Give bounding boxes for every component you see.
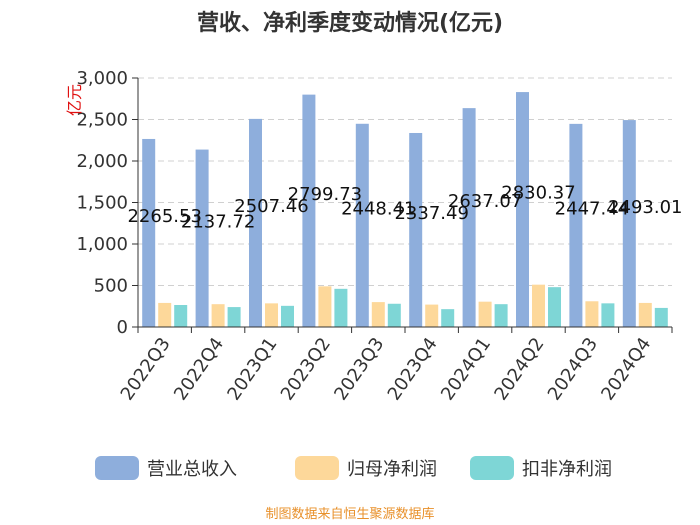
- y-unit-label: 亿元: [65, 84, 84, 116]
- y-tick-label: 500: [94, 276, 128, 297]
- data-label: 2799.73: [288, 184, 362, 205]
- legend-item[interactable]: 营业总收入: [95, 456, 237, 480]
- x-tick-label: 2024Q2: [490, 334, 548, 405]
- bar-3[interactable]: [654, 307, 668, 327]
- x-tick-label: 2023Q1: [223, 334, 281, 405]
- data-label: 2637.07: [448, 191, 522, 212]
- y-tick-label: 1,500: [76, 193, 128, 214]
- legend-label: 营业总收入: [147, 459, 237, 480]
- data-label: 2265.53: [127, 206, 201, 227]
- legend-label: 归母净利润: [347, 459, 437, 480]
- data-label: 2830.37: [501, 183, 575, 204]
- y-tick-label: 0: [117, 317, 128, 338]
- bar-1[interactable]: [195, 149, 209, 327]
- bars: [142, 92, 668, 328]
- legend-swatch: [95, 456, 139, 480]
- bar-1[interactable]: [409, 132, 423, 327]
- bar-1[interactable]: [355, 123, 369, 327]
- chart-title: 营收、净利季度变动情况(亿元): [197, 10, 503, 36]
- legend-swatch: [470, 456, 514, 480]
- grid: [138, 77, 672, 286]
- bar-1[interactable]: [302, 94, 316, 328]
- x-tick-label: 2024Q1: [437, 334, 495, 405]
- bar-3[interactable]: [174, 305, 188, 327]
- bar-3[interactable]: [387, 303, 401, 327]
- legend-item[interactable]: 归母净利润: [295, 456, 437, 480]
- x-tick-label: 2023Q4: [384, 334, 442, 405]
- bar-2[interactable]: [265, 303, 278, 327]
- y-axis: 0 500 1,000 1,500 2,000 2,500 3,000: [76, 68, 139, 338]
- bar-1[interactable]: [249, 118, 262, 327]
- bar-1[interactable]: [142, 138, 156, 327]
- y-tick-label: 1,000: [76, 234, 128, 255]
- x-tick-label: 2022Q3: [117, 334, 175, 405]
- source-note: 制图数据来自恒生聚源数据库: [265, 506, 434, 522]
- x-tick-label: 2023Q3: [330, 334, 388, 405]
- bar-2[interactable]: [371, 302, 385, 327]
- x-tick-label: 2024Q3: [544, 334, 602, 405]
- bar-2[interactable]: [425, 304, 439, 327]
- x-tick-label: 2023Q2: [277, 334, 335, 405]
- bar-2[interactable]: [638, 302, 652, 327]
- bar-2[interactable]: [211, 304, 225, 327]
- data-label: 2337.49: [394, 203, 468, 224]
- bar-2[interactable]: [532, 284, 545, 327]
- y-tick-label: 3,000: [76, 68, 128, 89]
- legend[interactable]: 营业总收入 归母净利润 扣非净利润: [95, 456, 612, 480]
- x-tick-label: 2024Q4: [597, 334, 655, 405]
- bar-3[interactable]: [227, 307, 241, 327]
- legend-swatch: [295, 456, 339, 480]
- legend-label: 扣非净利润: [522, 459, 612, 480]
- legend-item[interactable]: 扣非净利润: [470, 456, 612, 480]
- data-label: 2447.44: [555, 199, 629, 220]
- x-tick-label: 2022Q4: [170, 334, 228, 405]
- bar-1[interactable]: [516, 92, 529, 328]
- bar-3[interactable]: [441, 309, 455, 327]
- bar-3[interactable]: [334, 288, 348, 327]
- bar-2[interactable]: [318, 286, 332, 327]
- bar-2[interactable]: [158, 302, 172, 327]
- bar-1[interactable]: [569, 123, 583, 327]
- data-label: 2507.46: [234, 196, 308, 217]
- data-label: 2137.72: [181, 211, 255, 232]
- y-tick-label: 2,500: [76, 110, 128, 131]
- bar-2[interactable]: [478, 301, 492, 327]
- y-tick-label: 2,000: [76, 151, 128, 172]
- data-label: 2493.01: [608, 197, 682, 218]
- bar-1[interactable]: [462, 108, 476, 327]
- bar-3[interactable]: [281, 305, 294, 327]
- bar-1[interactable]: [622, 120, 636, 327]
- bar-3[interactable]: [548, 287, 561, 327]
- bar-3[interactable]: [601, 303, 615, 327]
- data-labels: 2265.532137.722507.462799.732448.412337.…: [127, 183, 682, 233]
- data-label: 2448.41: [341, 199, 415, 220]
- bar-3[interactable]: [494, 304, 508, 327]
- x-axis: 2022Q32022Q42023Q12023Q22023Q32023Q42024…: [117, 326, 673, 405]
- bar-2[interactable]: [585, 301, 599, 327]
